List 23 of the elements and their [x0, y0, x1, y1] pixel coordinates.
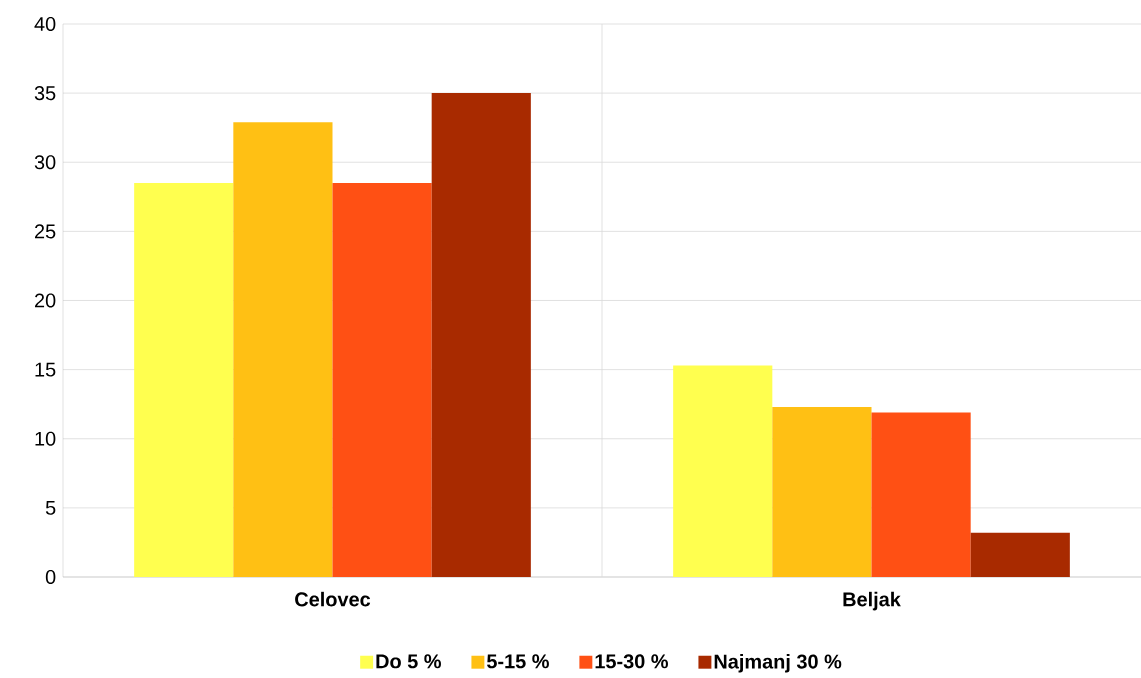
x-tick-label: Beljak — [843, 591, 901, 611]
y-tick-label: 35 — [34, 86, 56, 101]
bar — [772, 406, 872, 577]
x-tick-label: Celovec — [295, 591, 371, 607]
legend-label: 15-30 % — [595, 654, 668, 669]
legend-label: Do 5 % — [376, 654, 441, 669]
y-tick-label: 0 — [45, 569, 56, 585]
bar — [332, 182, 432, 577]
y-tick-label: 10 — [35, 431, 56, 446]
y-tick-label: 25 — [35, 224, 56, 239]
y-tick-label: 40 — [34, 16, 56, 32]
bar — [233, 122, 333, 577]
legend-label: 5-15 % — [486, 654, 549, 669]
bar — [871, 412, 971, 577]
y-tick-label: 15 — [35, 362, 56, 377]
bar — [970, 532, 1070, 577]
legend-label: Najmanj 30 % — [714, 654, 842, 673]
bar — [673, 365, 773, 577]
bar — [431, 93, 531, 577]
y-tick-label: 5 — [45, 500, 56, 515]
y-tick-label: 20 — [35, 293, 56, 308]
bar — [134, 182, 234, 577]
y-tick-label: 30 — [34, 155, 56, 170]
